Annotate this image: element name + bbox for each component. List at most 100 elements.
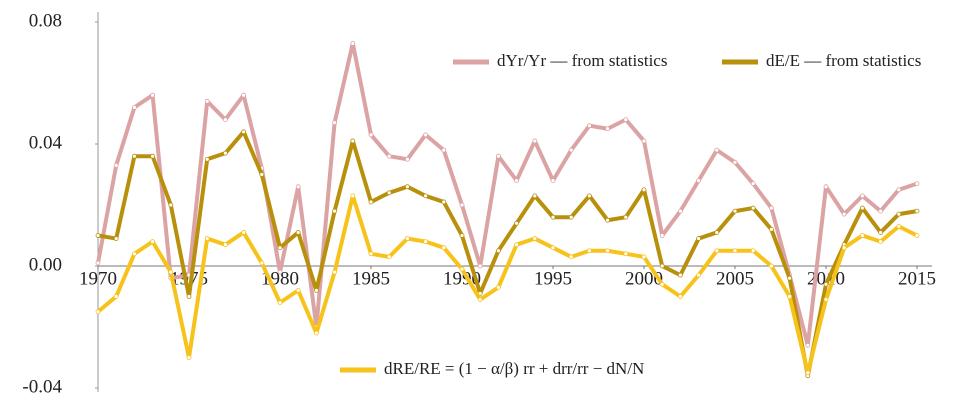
point — [514, 178, 519, 184]
point — [404, 156, 410, 162]
point — [750, 205, 756, 211]
point — [368, 251, 374, 257]
point — [95, 309, 101, 315]
point — [623, 214, 629, 220]
point — [186, 294, 192, 299]
y-tick-label: -0.04 — [22, 376, 62, 397]
point — [332, 208, 338, 214]
point — [423, 239, 429, 245]
point — [878, 208, 883, 214]
point — [732, 208, 738, 214]
point — [113, 236, 119, 241]
point — [696, 272, 701, 278]
point — [95, 260, 101, 266]
point — [477, 263, 483, 269]
point — [659, 233, 665, 238]
point — [495, 284, 501, 290]
point — [168, 269, 174, 275]
point — [423, 132, 429, 138]
point — [259, 260, 265, 266]
series-line — [97, 129, 918, 378]
point — [678, 294, 683, 299]
point — [350, 193, 356, 199]
point — [678, 208, 683, 214]
point — [459, 233, 465, 238]
point — [222, 242, 228, 248]
point — [441, 245, 447, 251]
point — [532, 193, 538, 199]
point — [896, 223, 902, 229]
point — [168, 202, 174, 208]
x-tick-label: 1995 — [534, 268, 572, 289]
point — [332, 120, 338, 126]
point — [732, 159, 738, 165]
point — [150, 153, 156, 159]
point — [696, 236, 701, 241]
point — [259, 172, 265, 177]
point — [423, 193, 429, 199]
point — [459, 202, 465, 208]
point — [641, 187, 647, 193]
point — [641, 138, 647, 144]
point — [95, 233, 101, 238]
point — [860, 233, 865, 238]
legend-swatch — [722, 59, 758, 65]
point — [277, 245, 283, 251]
point — [714, 248, 720, 254]
point — [696, 178, 701, 184]
point — [277, 269, 283, 275]
point — [841, 211, 847, 217]
point — [823, 184, 829, 190]
point — [386, 153, 392, 159]
point — [550, 245, 556, 251]
point — [222, 150, 228, 156]
y-tick-label: 0.00 — [29, 254, 62, 275]
point — [787, 275, 792, 281]
point — [714, 230, 720, 235]
point — [241, 230, 247, 235]
point — [514, 242, 519, 248]
point — [805, 342, 811, 348]
x-tick-label: 2015 — [898, 268, 936, 289]
point — [131, 153, 137, 159]
point — [131, 105, 137, 110]
point — [350, 138, 356, 144]
point — [750, 181, 756, 187]
point — [914, 208, 920, 214]
y-tick-label: 0.04 — [29, 132, 63, 153]
point — [860, 205, 865, 211]
point — [623, 117, 629, 122]
point — [550, 214, 556, 220]
x-tick-label: 2005 — [716, 268, 754, 289]
point — [404, 184, 410, 190]
point — [587, 248, 592, 254]
point — [587, 123, 592, 129]
point — [514, 220, 519, 226]
point — [477, 297, 483, 302]
point — [532, 236, 538, 241]
point — [113, 294, 119, 299]
point — [222, 117, 228, 122]
point — [459, 266, 465, 272]
legend-label: dYr/Yr — from statistics — [497, 51, 667, 70]
point — [878, 230, 883, 235]
point — [750, 248, 756, 254]
point — [878, 239, 883, 245]
point — [641, 254, 647, 260]
point — [823, 281, 829, 287]
point — [313, 287, 319, 293]
point — [204, 156, 210, 162]
point — [605, 248, 610, 254]
point — [605, 126, 610, 132]
point — [659, 263, 665, 269]
point — [204, 236, 210, 241]
point — [386, 254, 392, 260]
point — [678, 272, 683, 278]
point — [914, 181, 920, 187]
point — [295, 230, 301, 235]
point — [568, 147, 574, 153]
point — [150, 92, 156, 98]
series-line — [96, 41, 918, 348]
point — [659, 281, 665, 287]
